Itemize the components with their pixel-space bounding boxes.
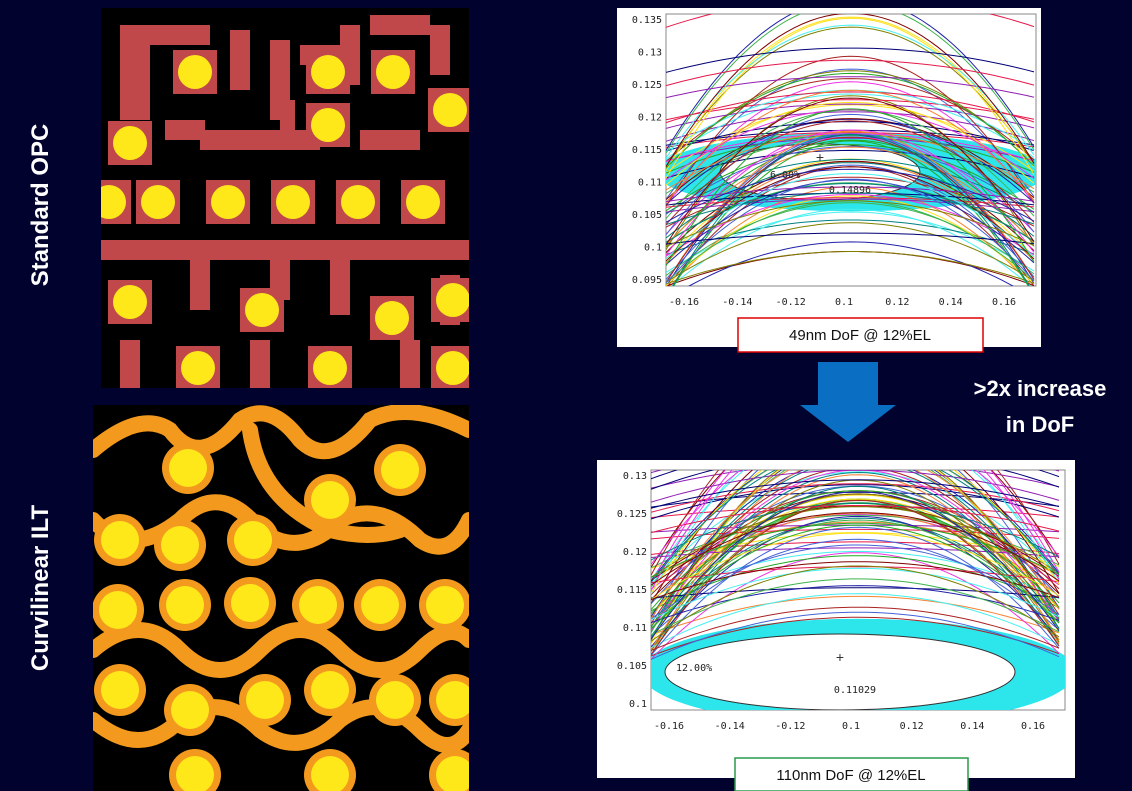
- contact: [341, 185, 375, 219]
- note: in DoF: [1006, 412, 1074, 437]
- y-tick-label: 0.1: [644, 243, 662, 254]
- contact: [161, 526, 199, 564]
- feature: [370, 15, 430, 35]
- contact: [376, 681, 414, 719]
- center-mark: +: [836, 649, 844, 665]
- x-tick-label: 0.1: [835, 297, 853, 308]
- contact: [406, 185, 440, 219]
- x-tick-label: 0.12: [885, 297, 909, 308]
- contact: [311, 108, 345, 142]
- y-tick-label: 0.115: [632, 145, 662, 156]
- contact: [313, 351, 347, 385]
- annotation: 6.00%: [770, 170, 800, 181]
- y-tick-label: 0.13: [638, 48, 662, 59]
- y-tick-label: 0.12: [638, 113, 662, 124]
- contact: [101, 521, 139, 559]
- feature: [165, 120, 205, 140]
- x-tick-label: -0.16: [654, 721, 684, 732]
- x-tick-label: -0.16: [669, 297, 699, 308]
- x-tick-label: 0.14: [939, 297, 963, 308]
- contact: [181, 351, 215, 385]
- feature: [250, 340, 270, 388]
- y-tick-label: 0.105: [632, 210, 662, 221]
- contact: [113, 126, 147, 160]
- y-tick-label: 0.13: [623, 471, 647, 482]
- contact: [92, 185, 126, 219]
- feature: [230, 30, 250, 90]
- contact: [376, 55, 410, 89]
- contact: [141, 185, 175, 219]
- contact: [245, 293, 279, 327]
- y-tick-label: 0.1: [629, 699, 647, 710]
- x-tick-label: -0.12: [776, 297, 806, 308]
- contact: [375, 301, 409, 335]
- contact: [311, 671, 349, 709]
- feature: [400, 340, 420, 388]
- feature: [120, 25, 150, 120]
- arrow: [800, 362, 896, 442]
- x-tick-label: 0.16: [1021, 721, 1045, 732]
- caption: 49nm DoF @ 12%EL: [789, 327, 931, 344]
- feature: [150, 25, 210, 45]
- contact: [113, 285, 147, 319]
- y-tick-label: 0.135: [632, 15, 662, 26]
- row-label: Curvilinear ILT: [27, 505, 54, 672]
- contact: [246, 681, 284, 719]
- note: >2x increase: [974, 376, 1107, 401]
- x-tick-label: -0.14: [715, 721, 745, 732]
- contact: [436, 351, 470, 385]
- feature: [190, 260, 210, 310]
- contact: [169, 449, 207, 487]
- feature: [360, 130, 420, 150]
- process-window: 0.135 0.13 0.125 0.12 0.115 0.11 0.105 0.1 0.095…: [632, 0, 1046, 308]
- x-tick-label: 0.14: [960, 721, 984, 732]
- y-tick-label: 0.11: [638, 178, 662, 189]
- contact: [101, 671, 139, 709]
- feature: [280, 100, 295, 150]
- x-tick-label: 0.12: [900, 721, 924, 732]
- contact: [276, 185, 310, 219]
- x-tick-label: -0.14: [722, 297, 752, 308]
- feature: [430, 25, 450, 75]
- contact: [436, 283, 470, 317]
- contact: [361, 586, 399, 624]
- y-tick-label: 0.105: [617, 661, 647, 672]
- contact: [171, 691, 209, 729]
- annotation: 0.14896: [829, 185, 871, 196]
- contact: [381, 451, 419, 489]
- center-mark: +: [816, 149, 824, 165]
- annotation: 0.11029: [834, 685, 876, 696]
- contact: [178, 55, 212, 89]
- annotation: 12.00%: [676, 663, 712, 674]
- y-tick-label: 0.125: [632, 80, 662, 91]
- contact: [311, 481, 349, 519]
- feature: [120, 340, 140, 388]
- caption: 110nm DoF @ 12%EL: [776, 767, 925, 784]
- row-label: Standard OPC: [27, 124, 54, 287]
- x-tick-label: -0.12: [775, 721, 805, 732]
- x-tick-label: 0.1: [842, 721, 860, 732]
- y-tick-label: 0.095: [632, 275, 662, 286]
- y-tick-label: 0.12: [623, 547, 647, 558]
- contact: [433, 93, 467, 127]
- contact: [211, 185, 245, 219]
- contact: [99, 591, 137, 629]
- y-tick-label: 0.115: [617, 585, 647, 596]
- contact: [299, 586, 337, 624]
- y-tick-label: 0.11: [623, 623, 647, 634]
- y-tick-label: 0.125: [617, 509, 647, 520]
- contact: [426, 586, 464, 624]
- contact: [231, 584, 269, 622]
- contact: [166, 586, 204, 624]
- feature: [330, 255, 350, 315]
- contact: [311, 55, 345, 89]
- feature: [200, 130, 320, 150]
- x-tick-label: 0.16: [992, 297, 1016, 308]
- contact: [436, 681, 474, 719]
- window: [665, 634, 1015, 710]
- contact: [234, 521, 272, 559]
- slide: Standard OPC Curvilinear ILT 0.1350.130.…: [0, 0, 1132, 791]
